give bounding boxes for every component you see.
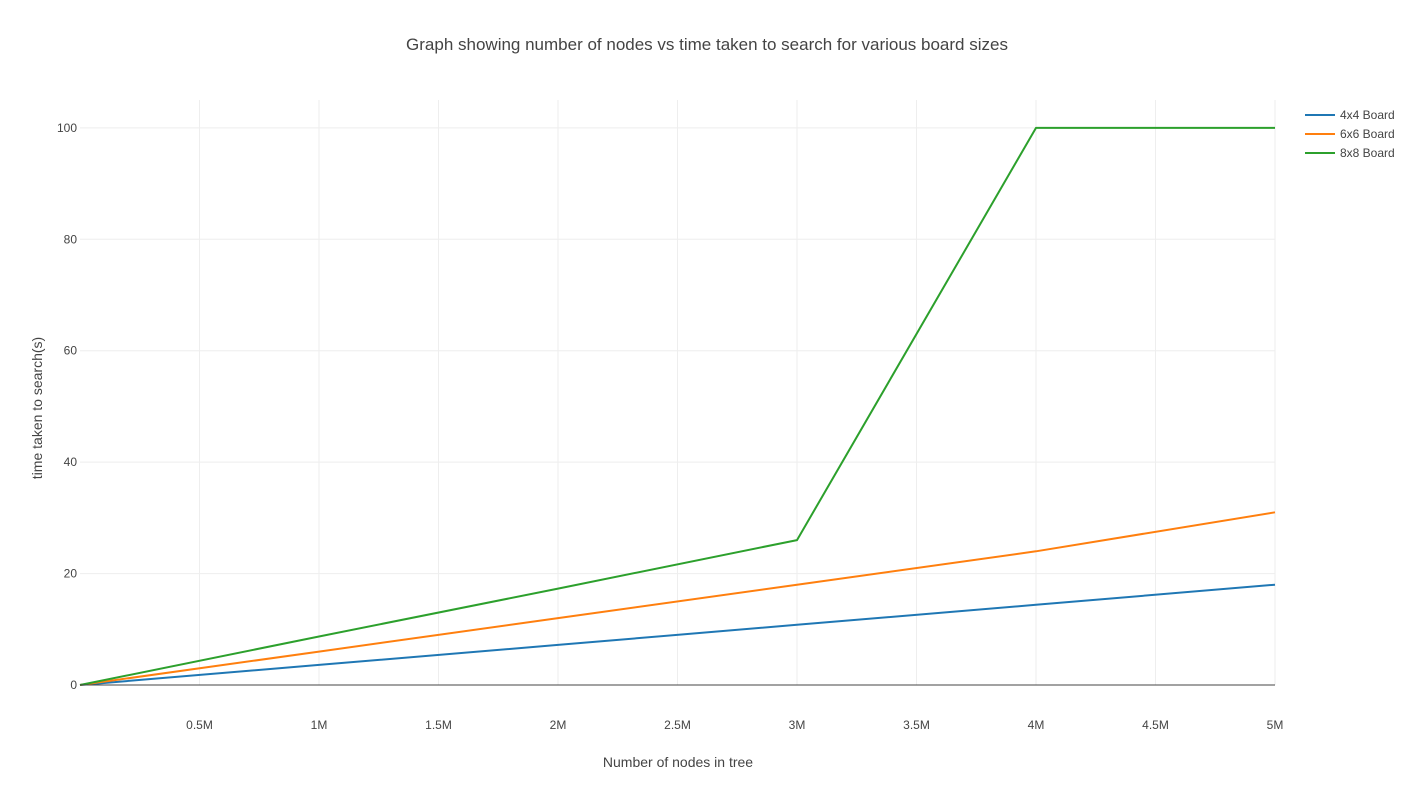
series-line-8x8-board[interactable] [79, 126, 1275, 686]
x-tick-label: 5M [1267, 718, 1284, 732]
legend[interactable]: 4x4 Board 6x6 Board 8x8 Board [1305, 108, 1395, 160]
x-tick-label: 2.5M [664, 718, 691, 732]
y-axis-title: time taken to search(s) [29, 337, 45, 479]
legend-item[interactable]: 6x6 Board [1305, 127, 1395, 141]
x-tick-label: 4.5M [1142, 718, 1169, 732]
x-axis-title: Number of nodes in tree [603, 754, 753, 770]
y-tick-label: 60 [64, 344, 78, 358]
x-tick-label: 1.5M [425, 718, 452, 732]
y-tick-label: 100 [57, 121, 77, 135]
grid [80, 100, 1276, 685]
x-tick-label: 1M [311, 718, 328, 732]
y-tick-label: 0 [70, 678, 77, 692]
legend-item[interactable]: 4x4 Board [1305, 108, 1395, 122]
legend-label: 8x8 Board [1340, 146, 1395, 160]
series-line-6x6-board[interactable] [79, 511, 1276, 686]
x-tick-label: 2M [550, 718, 567, 732]
legend-item[interactable]: 8x8 Board [1305, 146, 1395, 160]
chart-title: Graph showing number of nodes vs time ta… [406, 35, 1008, 54]
axes: 0.5M 1M 1.5M 2M 2.5M 3M 3.5M 4M 4.5M 5M 0 20 40 60 80 1… [57, 121, 1283, 732]
y-tick-label: 80 [64, 232, 78, 246]
series-layer [79, 126, 1276, 686]
x-tick-label: 3.5M [903, 718, 930, 732]
legend-label: 4x4 Board [1340, 108, 1395, 122]
series-line-4x4-board[interactable] [79, 583, 1276, 686]
legend-label: 6x6 Board [1340, 127, 1395, 141]
x-tick-label: 0.5M [186, 718, 213, 732]
x-tick-label: 3M [789, 718, 806, 732]
y-tick-label: 20 [64, 567, 78, 581]
y-tick-label: 40 [64, 455, 78, 469]
x-tick-label: 4M [1028, 718, 1045, 732]
